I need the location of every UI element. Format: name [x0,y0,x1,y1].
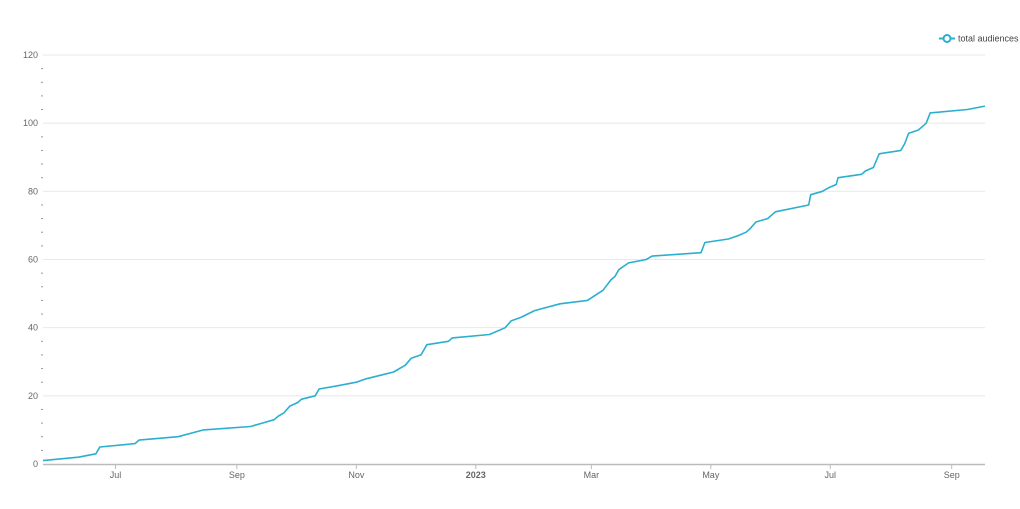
y-tick-label: 60 [28,255,38,265]
x-tick-label: 2023 [466,470,486,480]
grid-lines [43,55,985,396]
series-total-audiences [43,106,985,461]
legend-label: total audiences [958,34,1019,44]
x-tick-label: Sep [944,470,960,480]
series-line [43,106,985,461]
legend[interactable]: total audiences [939,34,1019,44]
x-tick-label: Sep [229,470,245,480]
legend-marker-icon [944,35,951,42]
y-tick-label: 20 [28,391,38,401]
x-tick-label: May [702,470,720,480]
y-tick-label: 80 [28,186,38,196]
y-axis: 0 20 40 60 80 100 120 [23,50,43,469]
x-tick-label: Mar [584,470,600,480]
x-tick-label: Nov [348,470,365,480]
y-tick-label: 100 [23,118,38,128]
y-tick-label: 120 [23,50,38,60]
y-tick-label: 40 [28,323,38,333]
x-tick-label: Jul [110,470,122,480]
x-tick-label: Jul [825,470,837,480]
x-axis: Jul Sep Nov 2023 Mar May Jul Sep [43,464,985,480]
y-tick-label: 0 [33,459,38,469]
